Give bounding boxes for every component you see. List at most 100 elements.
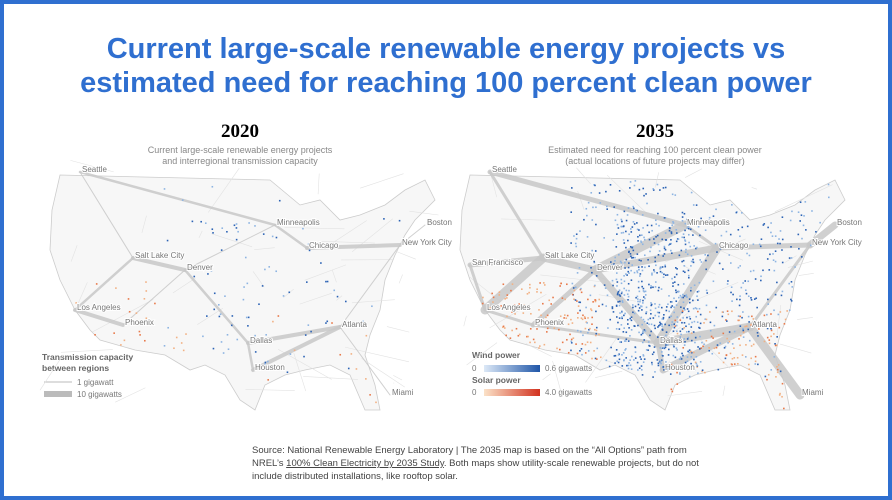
wind-project	[605, 190, 607, 193]
solar-project	[715, 346, 718, 349]
wind-project	[651, 273, 653, 276]
wind-project	[629, 335, 631, 337]
solar-project	[778, 326, 781, 329]
state-border	[552, 360, 563, 397]
wind-project	[688, 351, 691, 354]
solar-project	[375, 401, 377, 404]
wind-project	[673, 276, 676, 278]
solar-project	[786, 310, 788, 312]
wind-project	[742, 328, 744, 331]
wind-project	[731, 204, 733, 206]
wind-project	[637, 309, 640, 312]
wind-project	[645, 193, 647, 195]
wind-project	[676, 268, 678, 270]
wind-project	[640, 305, 643, 308]
wind-project	[645, 312, 647, 315]
solar-project	[529, 283, 531, 286]
wind-project	[669, 243, 671, 245]
wind-project	[732, 293, 734, 296]
wind-project	[633, 207, 635, 210]
wind-project	[675, 300, 678, 303]
wind-project	[638, 188, 641, 191]
wind-project	[621, 300, 624, 302]
wind-project	[653, 346, 656, 348]
legend-title: Transmission capacity	[42, 352, 133, 362]
wind-project	[693, 245, 695, 247]
wind-project	[683, 265, 686, 267]
wind-project	[661, 338, 663, 341]
wind-project	[683, 344, 686, 346]
wind-project	[771, 235, 774, 237]
wind-project	[624, 267, 626, 269]
wind-project	[802, 224, 805, 227]
wind-project	[623, 274, 625, 277]
wind-project	[673, 323, 676, 325]
solar-project	[781, 395, 783, 398]
state-border	[525, 343, 552, 357]
wind-project	[700, 217, 702, 220]
transmission-line	[590, 220, 690, 275]
solar-project	[770, 313, 772, 315]
wind-project	[631, 246, 633, 249]
wind-project	[632, 221, 635, 223]
wind-project	[804, 201, 807, 203]
solar-project	[576, 352, 579, 355]
solar-project	[700, 347, 702, 350]
wind-project	[591, 256, 593, 258]
wind-project	[620, 324, 623, 326]
transmission-line	[653, 322, 755, 348]
wind-project	[699, 222, 701, 225]
wind-project	[236, 338, 239, 341]
wind-project	[641, 309, 643, 311]
wind-project	[588, 328, 590, 331]
source-link[interactable]: 100% Clean Electricity by 2035 Study	[286, 458, 444, 469]
solar-project	[491, 307, 493, 309]
state-border	[466, 342, 498, 366]
solar-project	[590, 309, 593, 312]
solar-project	[736, 356, 739, 359]
solar-project	[593, 350, 595, 352]
wind-project	[630, 319, 633, 322]
wind-project	[683, 338, 686, 340]
wind-project	[575, 233, 578, 236]
solar-project	[745, 344, 747, 346]
solar-project	[502, 326, 504, 329]
wind-project	[657, 306, 660, 308]
city-label: Los Angeles	[77, 303, 121, 312]
wind-project	[626, 318, 629, 321]
wind-project	[207, 273, 209, 275]
wind-project	[686, 308, 689, 310]
subtitle: and interregional transmission capacity	[162, 156, 318, 166]
wind-project	[230, 324, 233, 327]
solar-project	[708, 347, 710, 349]
solar-project	[580, 317, 583, 319]
wind-project	[688, 233, 690, 236]
wind-project	[628, 272, 630, 275]
wind-project	[662, 187, 665, 189]
solar-project	[674, 325, 677, 327]
wind-project	[640, 305, 642, 307]
wind-project	[650, 303, 653, 306]
wind-project	[221, 227, 224, 229]
wind-project	[663, 336, 665, 338]
solar-project	[543, 343, 546, 346]
wind-project	[593, 261, 596, 264]
wind-project	[383, 218, 385, 220]
wind-project	[668, 295, 670, 297]
solar-project	[492, 301, 494, 303]
wind-project	[682, 354, 684, 357]
wind-project	[247, 325, 249, 327]
wind-project	[681, 311, 684, 314]
wind-project	[739, 265, 742, 267]
wind-project	[675, 341, 677, 344]
wind-project	[667, 354, 670, 356]
city-label: Chicago	[309, 241, 339, 250]
wind-project	[675, 324, 678, 327]
wind-project	[774, 235, 777, 237]
solar-project	[534, 341, 536, 344]
state-border	[667, 391, 703, 397]
wind-project	[805, 229, 807, 231]
solar-project	[783, 407, 785, 410]
wind-project	[629, 253, 632, 255]
wind-project	[649, 250, 651, 253]
